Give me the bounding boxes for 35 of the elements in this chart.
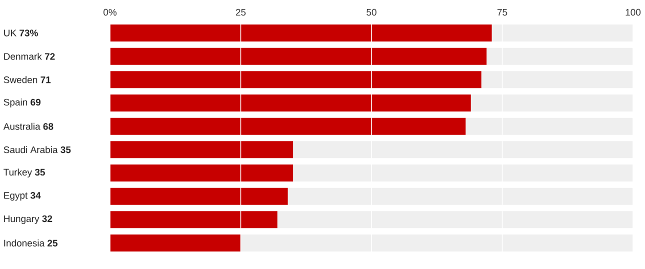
y-tick-label: Sweden 71 xyxy=(4,76,51,84)
bar xyxy=(110,118,466,135)
bar xyxy=(110,234,241,252)
x-tick-label: 100 xyxy=(626,8,641,16)
y-tick-label: Spain 69 xyxy=(4,98,41,108)
x-tick-label: 0% xyxy=(104,8,117,16)
bar xyxy=(277,211,634,228)
bar xyxy=(293,141,634,158)
y-tick-label: Australia 68 xyxy=(3,122,54,130)
bar xyxy=(110,211,278,228)
x-tick-label: 25 xyxy=(236,8,246,16)
bar xyxy=(110,94,471,112)
bar xyxy=(492,24,634,42)
bar xyxy=(481,71,634,88)
bar xyxy=(110,71,482,88)
x-tick-label: 75 xyxy=(497,9,508,16)
bar xyxy=(110,164,294,182)
y-tick-label: UK 73% xyxy=(4,30,38,36)
bar xyxy=(466,118,634,135)
y-tick-label: Hungary 32 xyxy=(4,215,52,224)
y-tick-label: Saudi Arabia 35 xyxy=(4,146,71,154)
bar xyxy=(110,24,492,42)
bar xyxy=(110,141,294,158)
y-tick-label: Egypt 34 xyxy=(4,192,41,201)
bar xyxy=(293,164,634,182)
bar xyxy=(486,48,634,65)
bar xyxy=(288,188,634,205)
bar xyxy=(110,48,487,65)
bar xyxy=(110,188,288,205)
y-tick-label: Turkey 35 xyxy=(4,168,45,178)
bar xyxy=(470,94,634,112)
y-tick-label: Indonesia 25 xyxy=(4,240,58,246)
x-tick-label: 50 xyxy=(366,8,376,16)
bar xyxy=(240,234,634,252)
y-tick-label: Denmark 72 xyxy=(4,52,55,60)
